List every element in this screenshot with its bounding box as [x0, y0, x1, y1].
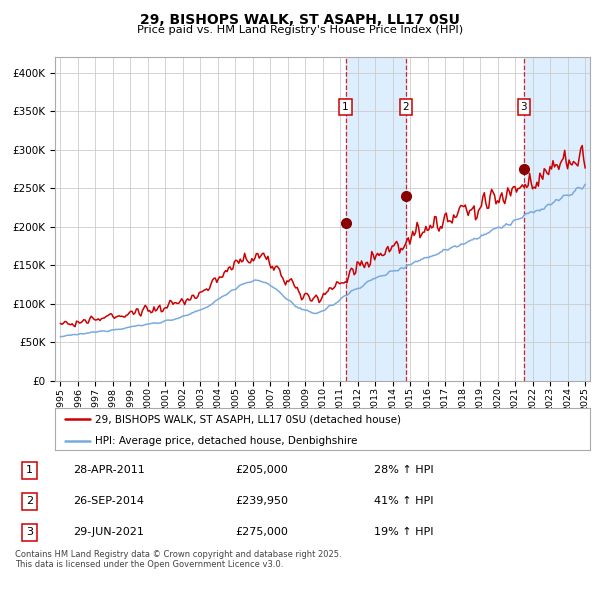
- Text: 28-APR-2011: 28-APR-2011: [73, 465, 145, 475]
- Text: 3: 3: [26, 527, 33, 537]
- Text: 2: 2: [26, 496, 33, 506]
- Text: £205,000: £205,000: [235, 465, 288, 475]
- Text: 29-JUN-2021: 29-JUN-2021: [73, 527, 144, 537]
- Text: 41% ↑ HPI: 41% ↑ HPI: [374, 496, 433, 506]
- Text: HPI: Average price, detached house, Denbighshire: HPI: Average price, detached house, Denb…: [95, 436, 358, 446]
- Text: 19% ↑ HPI: 19% ↑ HPI: [374, 527, 433, 537]
- Text: £239,950: £239,950: [235, 496, 288, 506]
- Bar: [346, 57, 406, 381]
- Text: Contains HM Land Registry data © Crown copyright and database right 2025.
This d: Contains HM Land Registry data © Crown c…: [15, 550, 341, 569]
- Text: 29, BISHOPS WALK, ST ASAPH, LL17 0SU: 29, BISHOPS WALK, ST ASAPH, LL17 0SU: [140, 13, 460, 27]
- Text: 1: 1: [26, 465, 33, 475]
- Text: £275,000: £275,000: [235, 527, 288, 537]
- Text: 1: 1: [342, 102, 349, 112]
- Text: Price paid vs. HM Land Registry's House Price Index (HPI): Price paid vs. HM Land Registry's House …: [137, 25, 463, 35]
- Text: 2: 2: [403, 102, 409, 112]
- Text: 3: 3: [521, 102, 527, 112]
- Text: 28% ↑ HPI: 28% ↑ HPI: [374, 465, 434, 475]
- Text: 26-SEP-2014: 26-SEP-2014: [73, 496, 144, 506]
- Bar: [524, 57, 590, 381]
- Text: 29, BISHOPS WALK, ST ASAPH, LL17 0SU (detached house): 29, BISHOPS WALK, ST ASAPH, LL17 0SU (de…: [95, 414, 401, 424]
